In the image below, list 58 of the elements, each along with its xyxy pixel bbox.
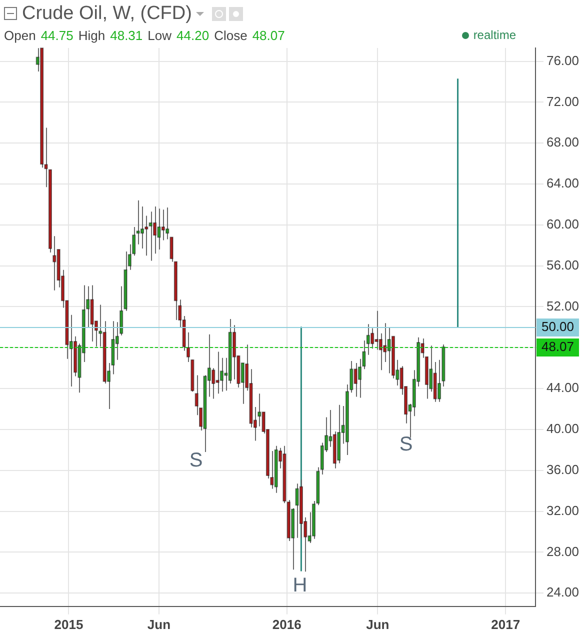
candlestick <box>186 332 190 362</box>
x-tick-label: Jun <box>366 616 390 632</box>
candlestick <box>350 360 354 394</box>
y-tick-label: 36.00 <box>546 462 580 477</box>
candlestick <box>161 209 165 241</box>
candlestick <box>166 207 170 240</box>
candlestick <box>258 393 262 427</box>
candlestick <box>216 351 220 394</box>
y-tick-label: 24.00 <box>546 584 580 600</box>
y-tick-label: 52.00 <box>546 298 580 314</box>
x-tick-label: 2017 <box>491 616 520 632</box>
candlestick <box>437 359 442 402</box>
candlestick <box>170 236 174 262</box>
x-tick-label: Jun <box>147 616 171 632</box>
candlestick <box>374 310 378 350</box>
candlestick <box>144 215 148 256</box>
candlestick <box>98 304 102 348</box>
candlestick <box>224 357 228 392</box>
candlestick <box>328 410 332 448</box>
x-tick-label: 2016 <box>272 616 302 632</box>
text: Open 44.75 High 48.31 Low 44.20 Close 48.07 <box>4 28 285 43</box>
y-tick-label: 76.00 <box>546 52 580 68</box>
candlestick <box>52 236 56 291</box>
candlestick <box>212 368 216 400</box>
y-tick-label: 28.00 <box>546 544 580 559</box>
candlestick <box>178 299 182 328</box>
candlestick <box>115 322 119 360</box>
y-tick-label: 64.00 <box>546 176 580 191</box>
x-tick-label: 2015 <box>54 616 84 632</box>
candlestick <box>44 127 48 188</box>
candlestick <box>157 208 161 250</box>
candlestick <box>120 286 124 336</box>
candlestick <box>295 483 299 538</box>
annotation: S <box>189 450 203 472</box>
y-tick-label: 40.00 <box>546 421 580 436</box>
y-tick-label: 32.00 <box>546 502 580 518</box>
text: realtime <box>473 28 516 42</box>
candlestick <box>370 328 374 350</box>
candlestick <box>136 200 140 245</box>
annotation: S <box>399 434 413 456</box>
candlestick <box>387 326 391 374</box>
candlestick <box>148 211 152 262</box>
y-tick-label: 56.00 <box>546 257 580 272</box>
y-tick-label: 68.00 <box>546 134 580 150</box>
candlestick <box>36 48 40 72</box>
y-tick-label: 72.00 <box>546 94 580 109</box>
candlestick <box>396 359 400 386</box>
chart-title: Crude Oil, W, (CFD) <box>22 3 192 24</box>
candlestick <box>240 362 244 404</box>
candlestick <box>140 206 144 249</box>
candlestick <box>354 362 358 398</box>
ref-line-label: 48.07 <box>541 339 574 354</box>
annotation: H <box>292 574 308 598</box>
candlestick <box>366 324 370 356</box>
candlestick <box>270 450 274 490</box>
ref-line-label: 50.00 <box>541 319 574 334</box>
y-tick-label: 44.00 <box>546 380 580 396</box>
y-tick-label: 60.00 <box>546 216 580 232</box>
